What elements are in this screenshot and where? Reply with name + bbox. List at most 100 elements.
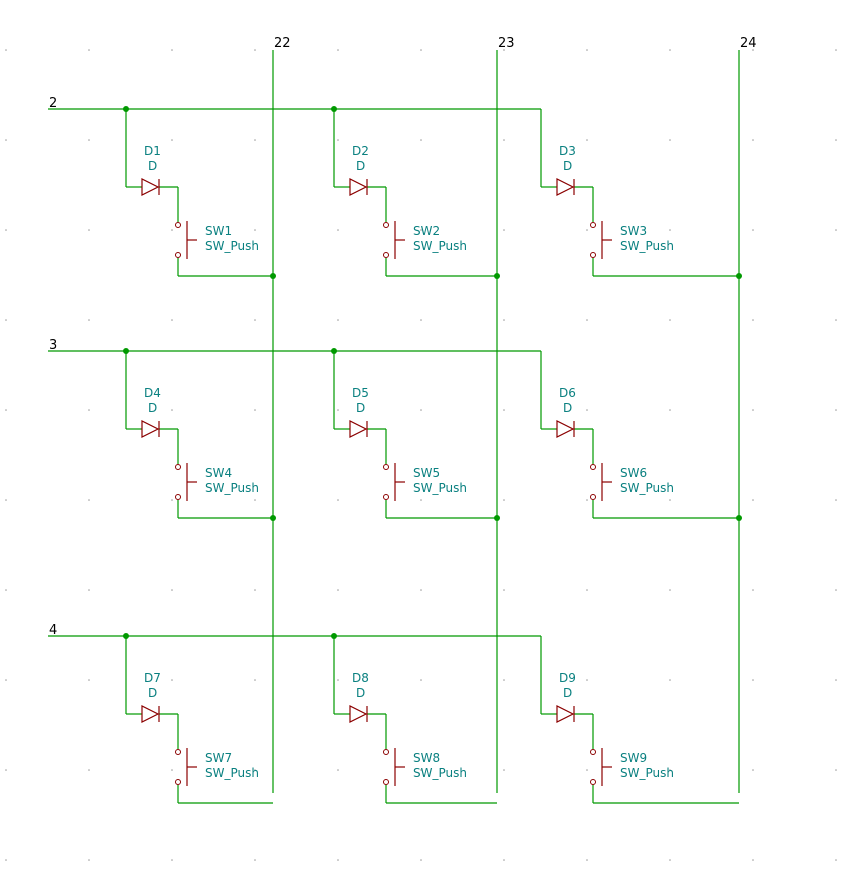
switch-pin-bottom: [590, 252, 596, 258]
grid-dot: [5, 589, 7, 591]
switch-value: SW_Push: [205, 766, 259, 780]
switch-pin-bottom: [175, 494, 181, 500]
grid-dot: [835, 409, 837, 411]
grid-dots: [5, 49, 837, 861]
grid-dot: [669, 499, 671, 501]
diode-value: D: [148, 401, 157, 415]
switch-value: SW_Push: [620, 481, 674, 495]
switch-pin-top: [175, 222, 181, 228]
diode-ref-D7: D7: [144, 671, 161, 685]
grid-dot: [752, 229, 754, 231]
grid-dot: [88, 319, 90, 321]
grid-dot: [337, 319, 339, 321]
switch-ref-SW5: SW5: [413, 466, 440, 480]
grid-dot: [752, 859, 754, 861]
switch-pin-top: [383, 222, 389, 228]
junction-dot: [270, 273, 276, 279]
junction-dot: [736, 515, 742, 521]
junction-dot: [270, 515, 276, 521]
grid-dot: [5, 229, 7, 231]
grid-dot: [752, 769, 754, 771]
diode-ref-D3: D3: [559, 144, 576, 158]
grid-dot: [503, 679, 505, 681]
grid-dot: [420, 589, 422, 591]
grid-dot: [503, 589, 505, 591]
switch-pin-top: [590, 749, 596, 755]
grid-dot: [5, 319, 7, 321]
diode-icon: [349, 178, 368, 196]
grid-dot: [171, 229, 173, 231]
grid-dot: [835, 589, 837, 591]
switch-value: SW_Push: [413, 481, 467, 495]
grid-dot: [752, 499, 754, 501]
diode-icon: [141, 178, 160, 196]
switch-ref-SW1: SW1: [205, 224, 232, 238]
grid-dot: [254, 49, 256, 51]
switch-pin-bottom: [590, 494, 596, 500]
grid-dot: [254, 859, 256, 861]
grid-dot: [503, 49, 505, 51]
switch-pin-bottom: [383, 252, 389, 258]
grid-dot: [5, 499, 7, 501]
grid-dot: [337, 679, 339, 681]
column-net-label-22: 22: [274, 36, 291, 51]
grid-dot: [503, 859, 505, 861]
grid-dot: [503, 229, 505, 231]
switch-ref-SW6: SW6: [620, 466, 647, 480]
switch-value: SW_Push: [205, 239, 259, 253]
row-net-label-4: 4: [49, 623, 57, 638]
grid-dot: [669, 49, 671, 51]
grid-dot: [254, 229, 256, 231]
diode-value: D: [356, 159, 365, 173]
diode-ref-D6: D6: [559, 386, 576, 400]
grid-dot: [88, 49, 90, 51]
diode-value: D: [148, 159, 157, 173]
grid-dot: [88, 679, 90, 681]
grid-dot: [254, 769, 256, 771]
grid-dot: [337, 499, 339, 501]
diode-value: D: [148, 686, 157, 700]
grid-dot: [503, 409, 505, 411]
switch-pin-top: [175, 464, 181, 470]
switch-pin-bottom: [383, 779, 389, 785]
grid-dot: [752, 49, 754, 51]
junction-dot: [736, 273, 742, 279]
grid-dot: [254, 139, 256, 141]
grid-dot: [586, 139, 588, 141]
grid-dot: [171, 589, 173, 591]
grid-dot: [171, 139, 173, 141]
grid-dot: [337, 859, 339, 861]
grid-dot: [420, 409, 422, 411]
grid-dot: [420, 679, 422, 681]
grid-dot: [171, 769, 173, 771]
grid-dot: [5, 49, 7, 51]
switch-ref-SW8: SW8: [413, 751, 440, 765]
switch-ref-SW7: SW7: [205, 751, 232, 765]
switch-pin-bottom: [175, 252, 181, 258]
switch-value: SW_Push: [413, 239, 467, 253]
grid-dot: [752, 409, 754, 411]
grid-dot: [586, 589, 588, 591]
grid-dot: [503, 319, 505, 321]
row-net-label-3: 3: [49, 338, 57, 353]
grid-dot: [503, 769, 505, 771]
grid-dot: [669, 589, 671, 591]
grid-dot: [5, 679, 7, 681]
grid-dot: [5, 409, 7, 411]
switch-ref-SW9: SW9: [620, 751, 647, 765]
grid-dot: [88, 589, 90, 591]
switch-ref-SW2: SW2: [413, 224, 440, 238]
junction-dot: [494, 273, 500, 279]
diode-ref-D1: D1: [144, 144, 161, 158]
grid-dot: [835, 769, 837, 771]
grid-dot: [171, 409, 173, 411]
grid-dot: [669, 229, 671, 231]
grid-dot: [503, 499, 505, 501]
grid-dot: [752, 319, 754, 321]
grid-dot: [420, 229, 422, 231]
diode-value: D: [356, 686, 365, 700]
switch-value: SW_Push: [205, 481, 259, 495]
switch-pin-bottom: [383, 494, 389, 500]
diode-icon: [349, 420, 368, 438]
